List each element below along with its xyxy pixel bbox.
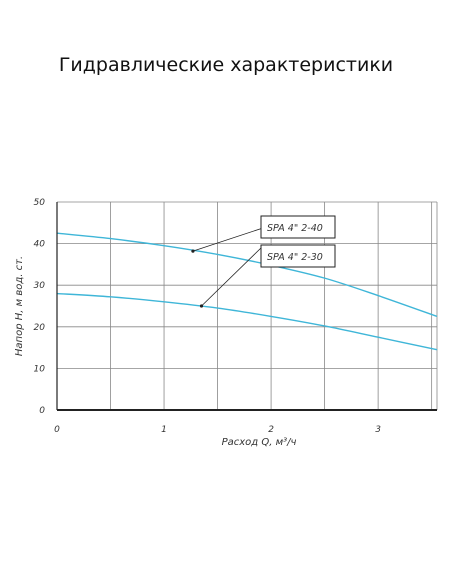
series-line-0	[56, 232, 438, 318]
series-line-1	[56, 292, 438, 351]
x-axis-label: Расход Q, м³/ч	[222, 437, 297, 448]
y-tick-label: 50	[34, 198, 46, 208]
x-tick-label: 2	[268, 425, 274, 435]
axes	[56, 202, 437, 411]
annotation-point	[191, 249, 195, 253]
y-axis-label: Напор H, м вод. ст.	[14, 256, 25, 356]
annotation-leader-line	[201, 245, 264, 307]
annotation-box	[260, 215, 336, 239]
y-tick-label: 40	[34, 240, 46, 250]
series-lines	[56, 232, 438, 351]
y-tick-labels: 0 10 20 30 40 50	[34, 198, 46, 416]
y-tick-label: 30	[34, 281, 46, 291]
legend-annotations: SPA 4" 2-40 SPA 4" 2-30	[191, 215, 336, 308]
x-tick-labels: 0 1 2 3	[54, 425, 381, 435]
annotation-point	[199, 304, 204, 308]
y-tick-label: 0	[39, 406, 45, 416]
y-tick-label: 20	[34, 323, 46, 333]
annotation-label: SPA 4" 2-40	[267, 223, 323, 234]
y-tick-label: 10	[34, 364, 46, 374]
annotation-box	[260, 244, 336, 268]
x-tick-label: 0	[54, 425, 60, 435]
x-tick-label: 1	[161, 425, 167, 435]
x-tick-label: 3	[375, 425, 381, 435]
page-title: Гидравлические характеристики	[58, 54, 394, 76]
annotation-leader-line	[192, 227, 264, 252]
annotation-label: SPA 4" 2-30	[267, 252, 323, 263]
